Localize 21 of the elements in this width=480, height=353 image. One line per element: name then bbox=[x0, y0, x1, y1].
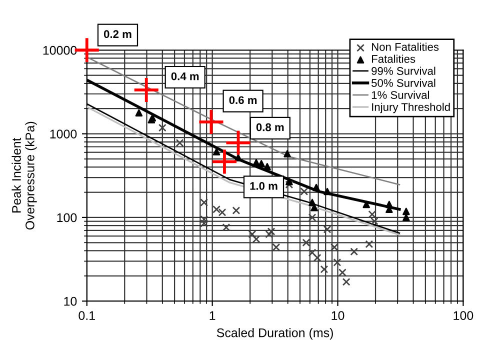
y-axis-title: Peak Incident Overpressure (kPa) bbox=[12, 122, 37, 230]
legend-label: Fatalities bbox=[372, 54, 416, 63]
x-tick-label: 0.1 bbox=[78, 311, 95, 320]
x-tick-label: 10 bbox=[332, 311, 344, 320]
y-tick-label: 10 bbox=[64, 296, 77, 306]
x-tick-label: 100 bbox=[454, 311, 474, 320]
x-tick-label: 1 bbox=[210, 311, 216, 320]
y-tick-label: 10000 bbox=[43, 46, 77, 55]
y-tick-label: 100 bbox=[57, 213, 77, 222]
x-axis-title: Scaled Duration (ms) bbox=[216, 328, 333, 340]
legend-label: 50% Survival bbox=[372, 78, 436, 87]
legend-label: 1% Survival bbox=[372, 90, 430, 99]
annotation: 0.8 m bbox=[256, 123, 284, 132]
legend-label: Non Fatalities bbox=[372, 42, 439, 51]
annotation: 0.4 m bbox=[171, 72, 199, 80]
y-tick-label: 1000 bbox=[50, 130, 77, 138]
text: 0.2 m bbox=[104, 30, 132, 38]
annotation: 0.6 m bbox=[229, 96, 257, 104]
annotation: 1.0 m bbox=[250, 182, 278, 190]
legend-label: Injury Threshold bbox=[372, 102, 450, 114]
legend-label: 99% Survival bbox=[372, 66, 436, 75]
